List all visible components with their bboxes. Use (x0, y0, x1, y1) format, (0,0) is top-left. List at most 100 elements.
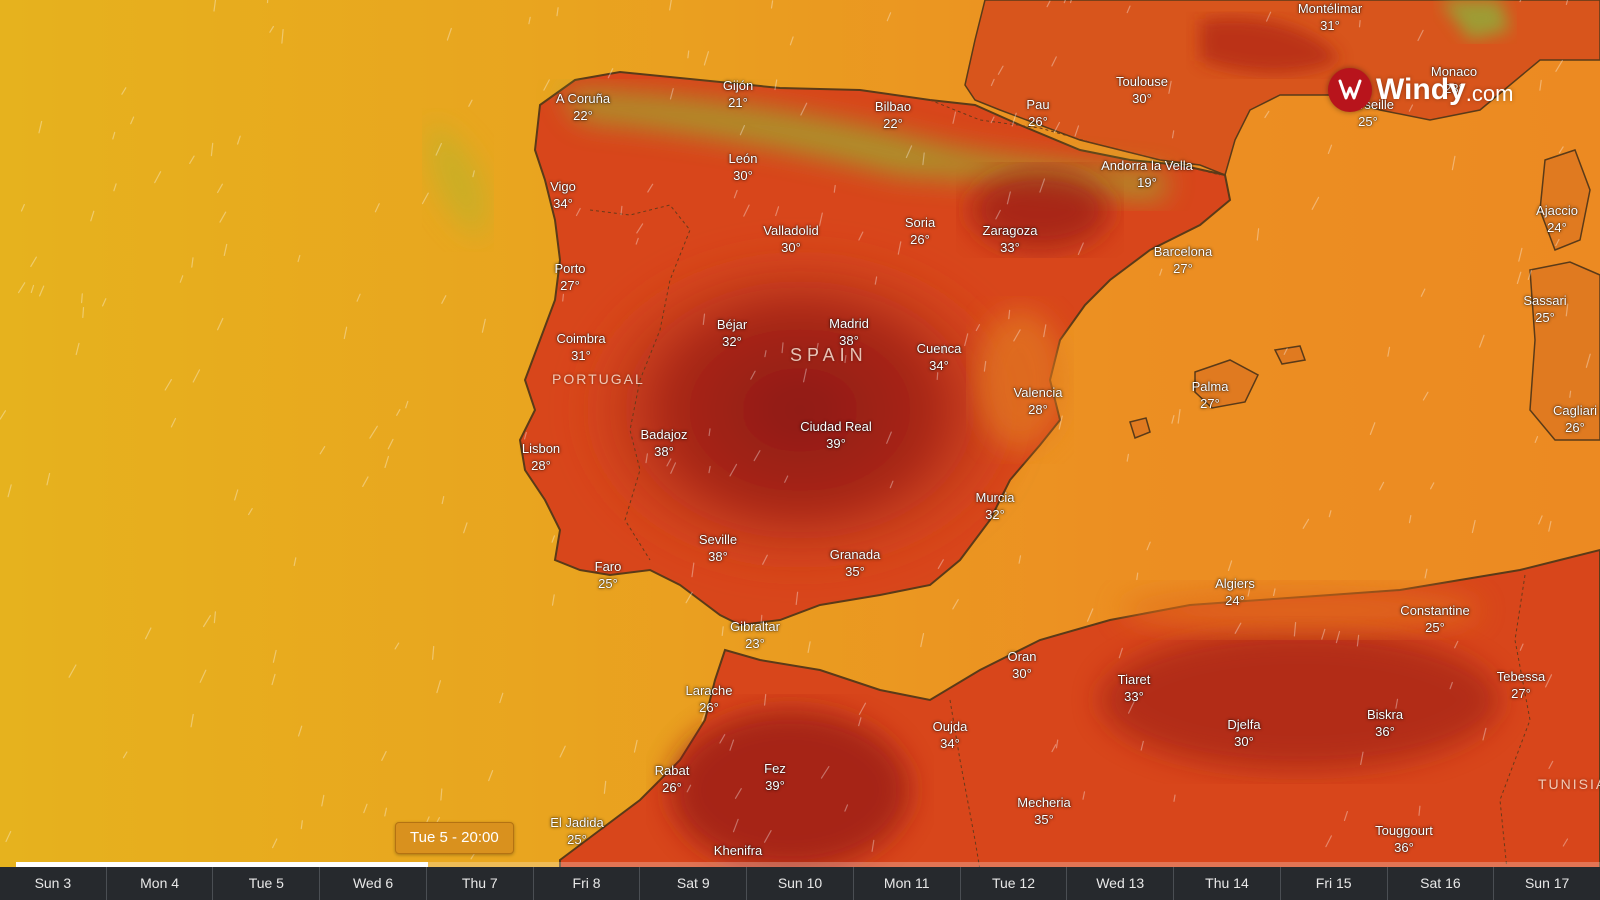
city-el-jadida[interactable]: El Jadida 25° (550, 814, 603, 848)
wind-streak (607, 68, 614, 79)
city-temp: 31° (571, 348, 591, 363)
day-tab[interactable]: Wed 13 (1066, 867, 1173, 900)
city-sassari[interactable]: Sassari 25° (1523, 292, 1566, 326)
day-tab[interactable]: Fri 15 (1279, 867, 1387, 900)
city-bilbao[interactable]: Bilbao 22° (875, 98, 911, 132)
city-barcelona[interactable]: Barcelona 27° (1154, 243, 1213, 277)
city-fez[interactable]: Fez 39° (764, 760, 786, 794)
day-tab[interactable]: Tue 12 (959, 867, 1067, 900)
windy-logo[interactable]: Windy .com (1328, 68, 1513, 112)
wind-streak (559, 745, 566, 758)
wind-streak (1247, 587, 1251, 597)
wind-streak (1082, 791, 1086, 800)
city-lisbon[interactable]: Lisbon 28° (522, 440, 560, 474)
day-tab[interactable]: Thu 7 (425, 867, 533, 900)
city-toulouse[interactable]: Toulouse 30° (1116, 73, 1168, 107)
city-seville[interactable]: Seville 38° (699, 531, 737, 565)
city-leon[interactable]: León 30° (729, 150, 758, 184)
wind-streak (990, 116, 995, 124)
wind-streak (691, 562, 695, 578)
city-granada[interactable]: Granada 35° (830, 546, 881, 580)
wind-streak (237, 135, 241, 145)
city-rabat[interactable]: Rabat 26° (655, 762, 690, 796)
city-porto[interactable]: Porto 27° (554, 260, 585, 294)
day-timeline[interactable]: Sun 3 Mon 4 Tue 5 Wed 6 Thu 7 Fri 8 Sat 9 Sun 1… (0, 867, 1600, 900)
city-zaragoza[interactable]: Zaragoza 33° (983, 222, 1038, 256)
city-soria[interactable]: Soria 26° (905, 214, 935, 248)
city-bejar[interactable]: Béjar 32° (717, 316, 747, 350)
city-murcia[interactable]: Murcia 32° (975, 489, 1014, 523)
city-palma[interactable]: Palma 27° (1192, 378, 1229, 412)
city-valladolid[interactable]: Valladolid 30° (763, 222, 818, 256)
city-ciudad-real[interactable]: Ciudad Real 39° (800, 418, 872, 452)
city-cagliari[interactable]: Cagliari 26° (1553, 402, 1597, 436)
city-tebessa[interactable]: Tebessa 27° (1497, 668, 1545, 702)
city-constantine[interactable]: Constantine 25° (1400, 602, 1469, 636)
wind-streak (0, 410, 7, 420)
city-name: León (728, 151, 758, 166)
wind-streak (1343, 810, 1349, 822)
wind-streak (381, 750, 387, 761)
city-ajaccio[interactable]: Ajaccio 24° (1536, 202, 1578, 236)
day-tab[interactable]: Tue 5 (212, 867, 319, 900)
city-name: Khenifra (713, 843, 763, 858)
day-tab[interactable]: Sun 3 (34, 875, 72, 891)
city-djelfa[interactable]: Djelfa 30° (1227, 716, 1260, 750)
day-tab[interactable]: Wed 6 (319, 867, 426, 900)
day-tab[interactable]: Thu 14 (1173, 867, 1280, 900)
wind-streak (603, 780, 607, 794)
wind-streak (189, 155, 195, 164)
city-andorra-la-vella[interactable]: Andorra la Vella 19° (1101, 157, 1193, 191)
city-touggourt[interactable]: Touggourt 36° (1375, 822, 1433, 856)
wind-streak (1168, 80, 1172, 94)
wind-streak (1171, 415, 1175, 424)
wind-streak (802, 368, 807, 383)
city-name: Toulouse (1115, 74, 1169, 89)
wind-streak (1265, 11, 1272, 22)
city-algiers[interactable]: Algiers 24° (1215, 575, 1255, 609)
city-gijon[interactable]: Gijón 21° (723, 77, 753, 111)
city-gibraltar[interactable]: Gibraltar 23° (730, 618, 780, 652)
city-name: Barcelona (1153, 244, 1213, 259)
wind-streak (441, 295, 447, 304)
city-temp: 35° (845, 564, 865, 579)
city-name: Zaragoza (982, 223, 1038, 238)
city-madrid[interactable]: Madrid 38° (829, 315, 869, 349)
city-coimbra[interactable]: Coimbra 31° (556, 330, 605, 364)
wind-streak (1408, 514, 1412, 524)
day-tab[interactable]: Sat 9 (639, 867, 746, 900)
city-oujda[interactable]: Oujda 34° (933, 718, 968, 752)
day-tab[interactable]: Fri 8 (532, 867, 640, 900)
day-tab[interactable]: Mon 11 (852, 867, 960, 900)
city-mecheria[interactable]: Mecheria 35° (1017, 794, 1070, 828)
day-tab[interactable]: Mon 4 (105, 867, 213, 900)
wind-streak (472, 170, 475, 178)
city-name: Montélimar (1297, 1, 1363, 16)
city-pau[interactable]: Pau 26° (1026, 96, 1049, 130)
wind-streak (556, 7, 559, 17)
city-monaco[interactable]: Monaco 23° (1431, 63, 1477, 97)
city-cuenca[interactable]: Cuenca 34° (917, 340, 962, 374)
city-montelimar[interactable]: Montélimar 31° (1298, 0, 1362, 34)
city-temp: 34° (940, 736, 960, 751)
day-tab[interactable]: Sun 10 (746, 867, 853, 900)
city-khenifra[interactable]: Khenifra (714, 842, 762, 859)
day-tab[interactable]: Sat 16 (1386, 867, 1494, 900)
current-time-badge[interactable]: Tue 5 - 20:00 (395, 822, 514, 854)
city-a-coruna[interactable]: A Coruña 22° (556, 90, 610, 124)
city-vigo[interactable]: Vigo 34° (550, 178, 576, 212)
windy-logo-icon (1328, 68, 1372, 112)
wind-streak (871, 839, 875, 852)
city-faro[interactable]: Faro 25° (595, 558, 622, 592)
wind-streak (1018, 555, 1022, 564)
city-larache[interactable]: Larache 26° (686, 682, 733, 716)
city-oran[interactable]: Oran 30° (1008, 648, 1037, 682)
wind-streak (113, 183, 117, 192)
city-badajoz[interactable]: Badajoz 38° (641, 426, 688, 460)
timeline-progress-track[interactable] (16, 862, 1600, 867)
city-valencia[interactable]: Valencia 28° (1014, 384, 1063, 418)
day-tab[interactable]: Sun 17 (1493, 867, 1600, 900)
city-tiaret[interactable]: Tiaret 33° (1118, 671, 1151, 705)
city-biskra[interactable]: Biskra 36° (1367, 706, 1403, 740)
